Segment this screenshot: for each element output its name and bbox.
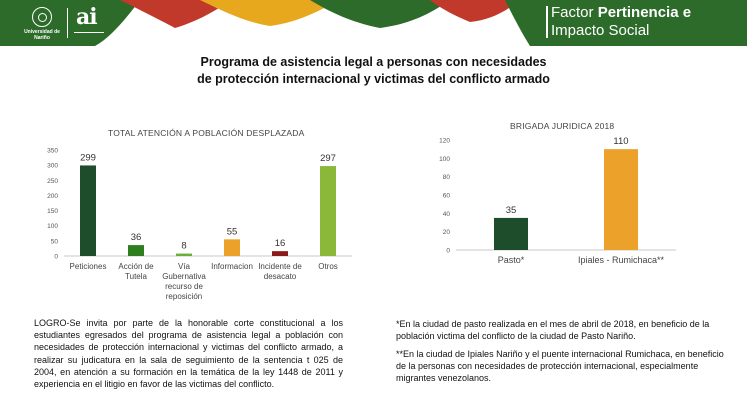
page-title-line2: de protección internacional y victimas d… (197, 72, 550, 86)
factor-title-bar (546, 6, 548, 38)
data-label: 36 (131, 232, 142, 243)
y-tick-label: 300 (47, 163, 58, 170)
y-tick-label: 50 (51, 238, 59, 245)
bar-1-0 (80, 165, 96, 256)
y-tick-label: 100 (47, 223, 58, 230)
y-tick-label: 150 (47, 208, 58, 215)
category-label: Ipiales - Rumichaca** (578, 255, 665, 265)
category-label-line: Gubernativa (162, 272, 206, 281)
logo-divider (67, 8, 68, 38)
note-pasto: *En la ciudad de pasto realizada en el m… (396, 319, 710, 341)
header-banner: Universidad de Nariño ai Factor Pertinen… (0, 0, 747, 46)
ai-logo-mark: ai (76, 4, 98, 30)
chart2-title: BRIGADA JURIDICA 2018 (510, 121, 615, 131)
category-label-line: recurso de (165, 282, 203, 291)
bar-1-5 (320, 166, 336, 256)
y-tick-label: 350 (47, 148, 58, 155)
y-tick-label: 80 (443, 174, 451, 181)
chart-brigada: 0 20 40 60 80 100 120 35 Pasto* 110 Ipiales - Rumi… (439, 136, 676, 265)
data-label: 35 (506, 205, 517, 216)
y-tick-label: 120 (439, 138, 450, 145)
category-label-line: Ipiales - Rumichaca** (578, 255, 665, 265)
category-label: Informacion (211, 262, 253, 271)
factor-title-bold: Pertinencia e (597, 4, 692, 21)
category-label: Vía Gubernativa recurso de reposición (162, 262, 206, 301)
chart1-title: TOTAL ATENCIÓN A POBLACIÓN DESPLAZADA (108, 128, 305, 138)
category-label-line: Tutela (125, 272, 147, 281)
page-title: Programa de asistencia legal a personas … (0, 54, 747, 88)
header-background (0, 0, 747, 46)
y-tick-label: 60 (443, 193, 451, 200)
ai-logo-underline (74, 32, 104, 38)
data-label: 299 (80, 152, 96, 163)
category-label: Peticiones (70, 262, 107, 271)
category-label-line: Acción de (118, 262, 154, 271)
data-label: 297 (320, 153, 336, 164)
bar-2-1 (604, 149, 638, 250)
category-label-line: Informacion (211, 262, 253, 271)
category-label-line: reposición (166, 292, 202, 301)
bar-1-3 (224, 239, 240, 256)
bar-1-4 (272, 251, 288, 256)
category-label-line: Otros (318, 262, 338, 271)
note-ipiales: **En la ciudad de Ipiales Nariño y el pu… (396, 349, 724, 383)
logro-paragraph: LOGRO-Se invita por parte de la honorabl… (34, 318, 343, 390)
page-title-line1: Programa de asistencia legal a personas … (200, 55, 547, 69)
bar-1-1 (128, 245, 144, 256)
data-label: 110 (613, 136, 628, 147)
data-label: 16 (275, 238, 286, 249)
category-label-line: Peticiones (70, 262, 107, 271)
bar-2-0 (494, 217, 528, 250)
y-tick-label: 100 (439, 156, 450, 163)
y-tick-label: 0 (446, 248, 450, 255)
bar-1-2 (176, 253, 192, 256)
y-tick-label: 20 (443, 229, 451, 236)
y-tick-label: 0 (54, 254, 58, 261)
category-label-line: Pasto* (498, 255, 525, 265)
factor-title-line2: Impacto Social (551, 22, 650, 39)
category-label-line: Vía (178, 262, 191, 271)
y-tick-label: 40 (443, 211, 451, 218)
category-label: Pasto* (498, 255, 525, 265)
category-label: Otros (318, 262, 338, 271)
university-seal-icon (32, 7, 52, 27)
ai-logo: ai (74, 4, 104, 42)
factor-title-prefix: Factor (551, 4, 598, 21)
chart-desplazada: 0 50 100 150 200 250 300 350 299 Peticiones 36 Acci… (47, 148, 352, 301)
university-logo: Universidad de Nariño (22, 7, 62, 43)
category-label: Incidente de desacato (258, 262, 302, 281)
data-label: 55 (227, 226, 238, 237)
data-label: 8 (181, 241, 186, 252)
category-label-line: desacato (264, 272, 297, 281)
y-tick-label: 200 (47, 193, 58, 200)
y-tick-label: 250 (47, 178, 58, 185)
category-label-line: Incidente de (258, 262, 302, 271)
factor-title: Factor Pertinencia e Impacto Social (551, 4, 691, 40)
category-label: Acción de Tutela (118, 262, 154, 281)
